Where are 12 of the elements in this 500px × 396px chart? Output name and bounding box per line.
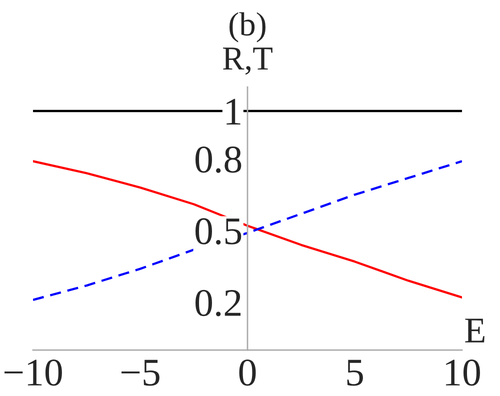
x-tick-label: 0 — [239, 360, 256, 386]
y-tick-label: 0.5 — [196, 218, 242, 245]
y-tick-label: 0.8 — [196, 146, 242, 173]
y-tick-label: 0.2 — [196, 290, 240, 316]
x-tick-label: 5 — [347, 360, 363, 386]
y-axis-title: R,T — [222, 48, 272, 75]
y-tick-label: 1 — [226, 98, 240, 125]
chart-title: (b) — [230, 12, 266, 42]
x-axis-title: E — [465, 318, 484, 342]
x-tick-label: 10 — [446, 360, 480, 386]
x-tick-label: −5 — [122, 360, 160, 386]
x-tick-label: −10 — [4, 360, 62, 386]
